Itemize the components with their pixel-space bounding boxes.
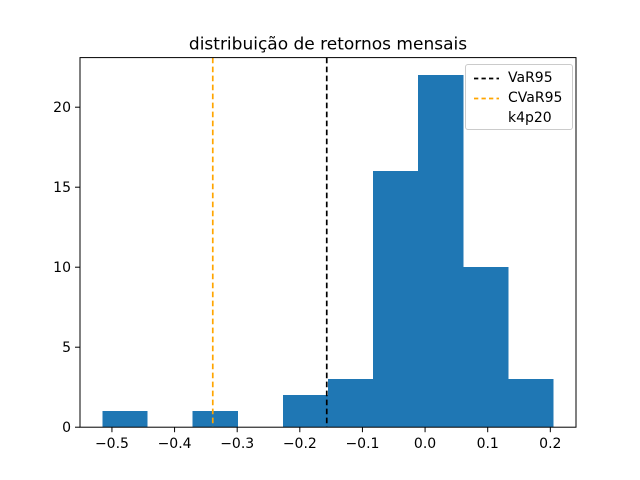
legend-entry-cvar95: CVaR95: [473, 88, 565, 108]
empty-swatch: [473, 108, 500, 128]
x-tick-label: −0.1: [345, 436, 379, 452]
legend: VaR95 CVaR95 k4p20: [465, 64, 573, 130]
histogram-bar: [282, 395, 328, 428]
axes-frame: [79, 57, 577, 428]
legend-entry-var95: VaR95: [473, 68, 565, 88]
y-tick-label: 5: [62, 340, 71, 356]
dashed-line-swatch-orange: [474, 97, 499, 100]
axes: −0.5 −0.4 −0.3 −0.2 −0.1 0.0 0.1 0.2 0 5 10 15 20: [53, 57, 577, 452]
y-tick-label: 15: [53, 180, 71, 196]
histogram-bar: [418, 75, 464, 428]
x-tick-label: −0.3: [220, 436, 254, 452]
chart-title: distribuição de retornos mensais: [189, 35, 467, 55]
y-tick-label: 0: [62, 420, 71, 436]
histogram-bar: [463, 267, 509, 428]
legend-label-var95: VaR95: [508, 70, 553, 86]
y-tick-label: 10: [53, 260, 71, 276]
legend-label-k4p20: k4p20: [508, 110, 552, 126]
legend-label-cvar95: CVaR95: [508, 90, 563, 106]
threshold-lines: [211, 57, 328, 428]
x-tick-label: 0.0: [414, 436, 436, 452]
x-tick-label: −0.2: [283, 436, 317, 452]
histogram-bar: [373, 171, 419, 428]
legend-entry-k4p20: k4p20: [473, 108, 565, 128]
x-tick-label: −0.5: [95, 436, 129, 452]
histogram-bar: [328, 379, 374, 428]
x-tick-label: 0.1: [477, 436, 499, 452]
histogram-bar: [192, 411, 238, 428]
x-tick-label: −0.4: [158, 436, 192, 452]
y-tick-label: 20: [53, 100, 71, 116]
histogram-bar: [508, 379, 554, 428]
x-tick-label: 0.2: [539, 436, 561, 452]
histogram-bars: [102, 75, 554, 428]
histogram-bar: [102, 411, 148, 428]
dashed-line-swatch-black: [474, 77, 499, 80]
